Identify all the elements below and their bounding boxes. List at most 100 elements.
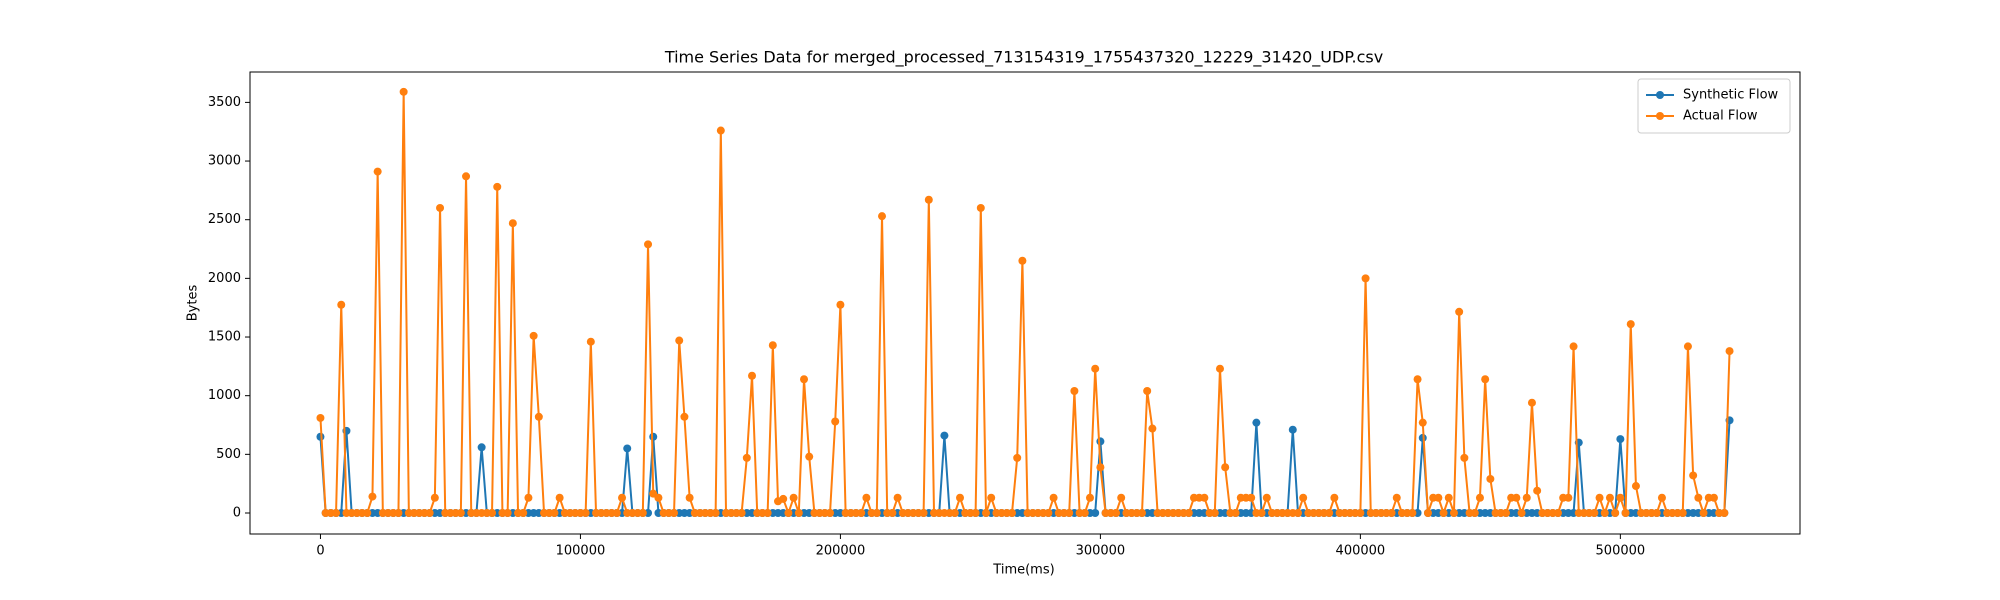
data-point <box>670 509 679 517</box>
data-point <box>462 172 471 181</box>
y-axis-label: Bytes <box>186 285 201 322</box>
data-point <box>519 509 528 517</box>
data-point <box>316 413 325 422</box>
data-point <box>581 509 590 517</box>
data-point <box>1626 320 1635 329</box>
data-point <box>332 509 341 517</box>
y-tick-label: 1500 <box>208 330 241 345</box>
chart-title: Time Series Data for merged_processed_71… <box>664 48 1383 68</box>
data-point <box>805 452 814 461</box>
y-tick-label: 2000 <box>208 271 241 286</box>
y-tick-label: 0 <box>233 506 241 521</box>
data-point <box>1522 493 1531 502</box>
data-point <box>956 493 965 502</box>
data-point <box>1247 493 1256 502</box>
data-point <box>1210 509 1219 517</box>
data-point <box>456 509 465 517</box>
data-point <box>742 453 751 462</box>
data-point <box>1143 386 1152 395</box>
legend-marker <box>1656 112 1664 120</box>
data-point <box>1621 509 1630 517</box>
data-point <box>1148 424 1157 433</box>
data-point <box>1533 486 1542 495</box>
data-point <box>680 412 689 421</box>
data-point <box>748 371 757 380</box>
data-point <box>1091 509 1100 517</box>
data-point <box>493 182 502 191</box>
data-point <box>1262 493 1271 502</box>
data-point <box>950 509 959 517</box>
data-point <box>924 195 933 204</box>
data-point <box>987 493 996 502</box>
data-point <box>1725 347 1734 356</box>
legend-marker <box>1656 91 1664 99</box>
data-point <box>1595 493 1604 502</box>
data-point <box>1481 375 1490 384</box>
data-point <box>1413 375 1422 384</box>
data-point <box>1439 509 1448 517</box>
data-point <box>436 203 445 212</box>
data-point <box>1387 509 1396 517</box>
data-point <box>399 87 408 96</box>
data-point <box>878 212 887 221</box>
data-point <box>1117 493 1126 502</box>
data-point <box>862 493 871 502</box>
data-point <box>893 493 902 502</box>
legend-label: Synthetic Flow <box>1683 88 1779 103</box>
data-point <box>503 509 512 517</box>
data-point <box>1444 493 1453 502</box>
data-point <box>1631 482 1640 491</box>
data-point <box>394 509 403 517</box>
data-point <box>1080 509 1089 517</box>
data-point <box>1683 342 1692 351</box>
data-point <box>1137 509 1146 517</box>
data-point <box>1325 509 1334 517</box>
data-point <box>1257 509 1266 517</box>
data-point <box>1449 509 1458 517</box>
data-point <box>1460 453 1469 462</box>
data-point <box>737 509 746 517</box>
data-point <box>716 126 725 135</box>
data-point <box>976 203 985 212</box>
data-point <box>794 509 803 517</box>
data-point <box>529 331 538 340</box>
data-point <box>784 509 793 517</box>
data-point <box>618 493 627 502</box>
data-point <box>1013 453 1022 462</box>
data-point <box>1408 509 1417 517</box>
data-point <box>1096 463 1105 472</box>
data-point <box>1184 509 1193 517</box>
data-point <box>1096 437 1105 446</box>
data-point <box>1678 509 1687 517</box>
data-point <box>1455 307 1464 316</box>
data-point <box>1652 509 1661 517</box>
data-point <box>1569 342 1578 351</box>
data-point <box>675 336 684 345</box>
data-point <box>1616 493 1625 502</box>
data-point <box>638 509 647 517</box>
data-point <box>508 219 517 228</box>
data-point <box>1694 493 1703 502</box>
data-point <box>857 509 866 517</box>
data-point <box>1392 493 1401 502</box>
data-point <box>1699 509 1708 517</box>
data-point <box>1418 418 1427 427</box>
data-point <box>373 167 382 176</box>
data-point <box>831 417 840 426</box>
data-point <box>430 493 439 502</box>
data-point <box>1434 493 1443 502</box>
data-point <box>1564 493 1573 502</box>
data-point <box>768 341 777 350</box>
data-point <box>524 493 533 502</box>
data-point <box>368 492 377 501</box>
data-point <box>789 493 798 502</box>
data-point <box>649 432 658 441</box>
data-point <box>1361 274 1370 283</box>
data-point <box>779 494 788 503</box>
data-point <box>1475 493 1484 502</box>
data-point <box>1590 509 1599 517</box>
x-tick-label: 300000 <box>1076 544 1126 559</box>
data-point <box>1553 509 1562 517</box>
data-point <box>888 509 897 517</box>
data-point <box>363 509 372 517</box>
